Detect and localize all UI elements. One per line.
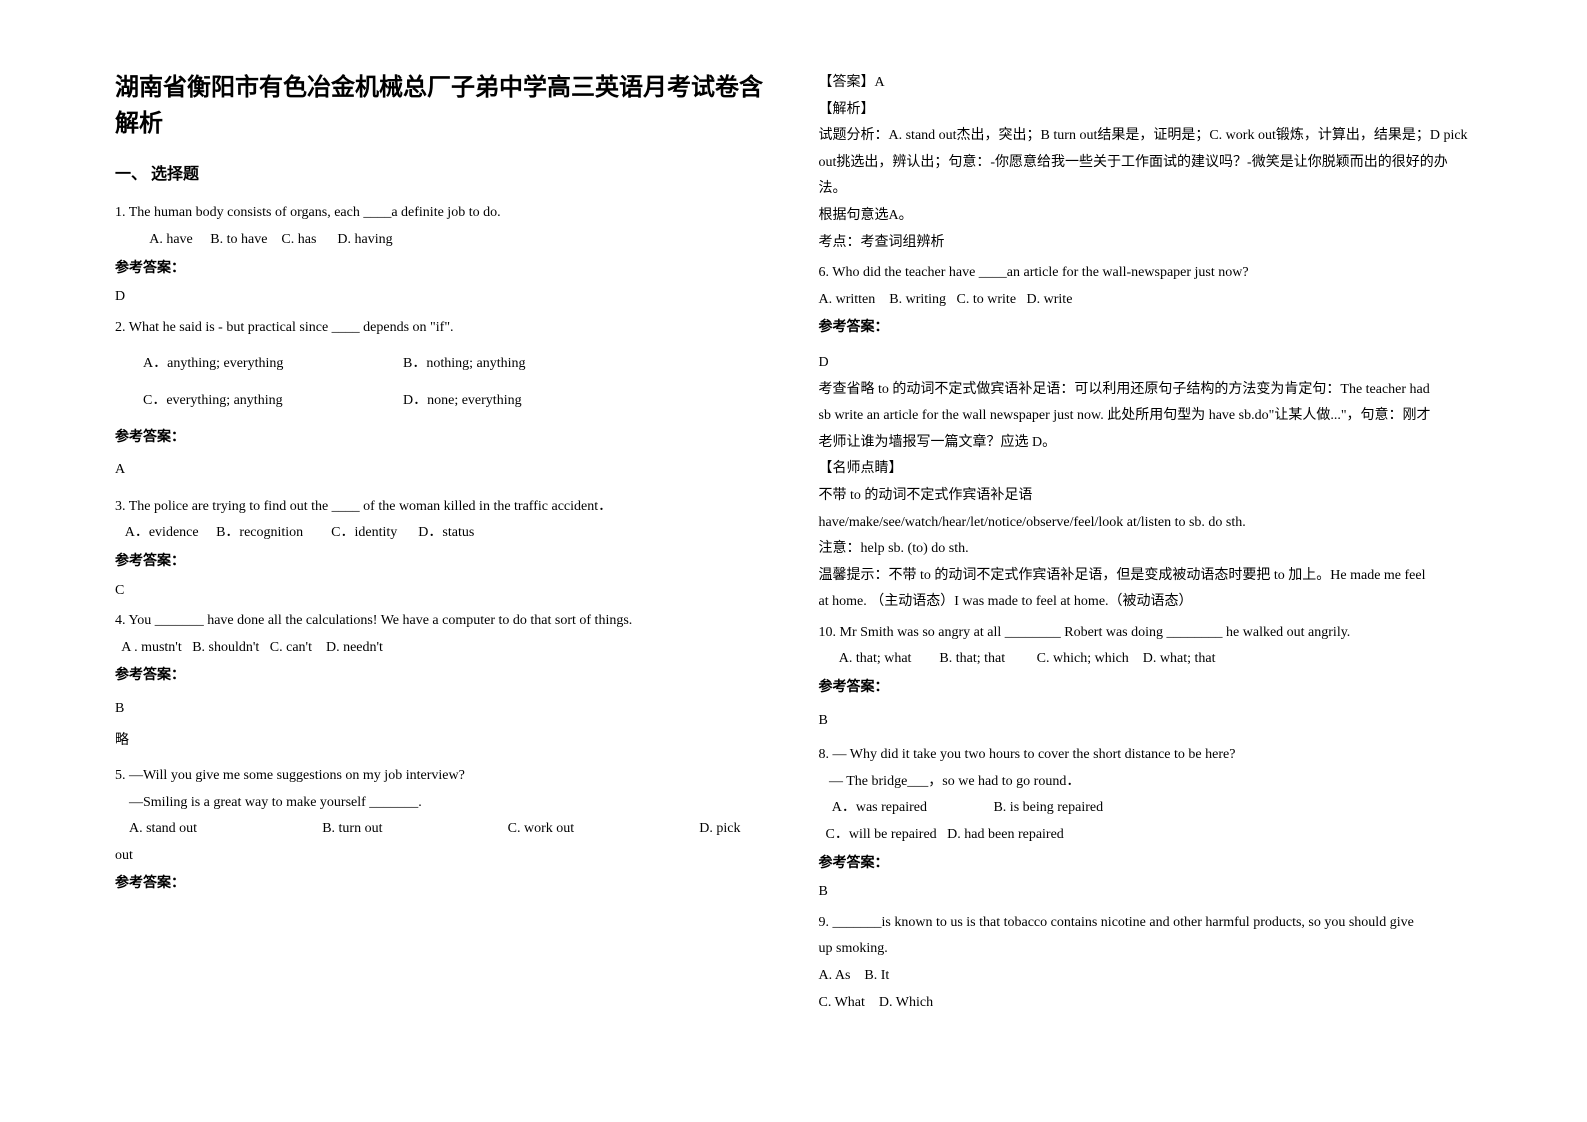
q6-tip-line: 注意：help sb. (to) do sth.	[819, 536, 1473, 563]
q5-optB: B. turn out	[322, 816, 382, 843]
q9-options2: C. What D. Which	[819, 990, 1473, 1017]
q9-options1: A. As B. It	[819, 963, 1473, 990]
q10-stem: 10. Mr Smith was so angry at all _______…	[819, 620, 1473, 647]
q6-options: A. written B. writing C. to write D. wri…	[819, 287, 1473, 314]
q6-tip-line: 不带 to 的动词不定式作宾语补足语	[819, 483, 1473, 510]
q1-options: A. have B. to have C. has D. having	[115, 227, 769, 254]
q8-options2: C．will be repaired D. had been repaired	[819, 822, 1473, 849]
exam-title: 湖南省衡阳市有色冶金机械总厂子弟中学高三英语月考试卷含解析	[115, 70, 769, 142]
q4-note: 略	[115, 728, 769, 755]
q8-stem2: — The bridge___，so we had to go round．	[819, 769, 1473, 796]
right-column: 【答案】A 【解析】 试题分析：A. stand out杰出，突出；B turn…	[794, 70, 1498, 1092]
q6-tip-line: 温馨提示：不带 to 的动词不定式作宾语补足语，但是变成被动语态时要把 to 加…	[819, 563, 1473, 590]
answer-label: 参考答案：	[819, 851, 1473, 878]
q2-optC: C．everything; anything	[143, 388, 363, 415]
q4-answer: B	[115, 696, 769, 723]
answer-label: 参考答案：	[819, 675, 1473, 702]
q2-optA: A．anything; everything	[143, 351, 363, 378]
q2-options-row2: C．everything; anything D．none; everythin…	[115, 388, 769, 415]
q6-expl-line: 考查省略 to 的动词不定式做宾语补足语：可以利用还原句子结构的方法变为肯定句：…	[819, 377, 1473, 404]
q2-optB: B．nothing; anything	[403, 351, 526, 378]
answer-label: 参考答案：	[115, 425, 769, 452]
q6-tip-line: have/make/see/watch/hear/let/notice/obse…	[819, 510, 1473, 537]
q6-answer: D	[819, 350, 1473, 377]
q3-options: A．evidence B．recognition C．identity D．st…	[115, 520, 769, 547]
q2-options-row1: A．anything; everything B．nothing; anythi…	[115, 351, 769, 378]
q8-options1: A．was repaired B. is being repaired	[819, 795, 1473, 822]
q5-expl-line: 考点：考查词组辨析	[819, 230, 1473, 257]
q10-answer: B	[819, 708, 1473, 735]
q1-answer: D	[115, 284, 769, 311]
q6-expl-line: 老师让谁为墙报写一篇文章？应选 D。	[819, 430, 1473, 457]
q8-stem1: 8. — Why did it take you two hours to co…	[819, 742, 1473, 769]
q4-stem: 4. You _______ have done all the calcula…	[115, 608, 769, 635]
q2-answer: A	[115, 457, 769, 484]
q2-optD: D．none; everything	[403, 388, 522, 415]
answer-label: 参考答案：	[115, 256, 769, 283]
q3-answer: C	[115, 578, 769, 605]
q5-expl-line: out挑选出，辨认出；句意：-你愿意给我一些关于工作面试的建议吗？-微笑是让你脱…	[819, 150, 1473, 203]
q5-options: A. stand out B. turn out C. work out D. …	[115, 816, 769, 843]
q5-expl-line: 试题分析：A. stand out杰出，突出；B turn out结果是，证明是…	[819, 123, 1473, 150]
q6-tip-line: at home. （主动语态）I was made to feel at hom…	[819, 589, 1473, 616]
q6-stem: 6. Who did the teacher have ____an artic…	[819, 260, 1473, 287]
answer-label: 参考答案：	[115, 549, 769, 576]
answer-label: 参考答案：	[115, 663, 769, 690]
q9-stem2: up smoking.	[819, 936, 1473, 963]
q2-stem: 2. What he said is - but practical since…	[115, 315, 769, 342]
q6-tip-header: 【名师点睛】	[819, 456, 1473, 483]
q10-options: A. that; what B. that; that C. which; wh…	[819, 646, 1473, 673]
q5-stem1: 5. —Will you give me some suggestions on…	[115, 763, 769, 790]
q5-optC: C. work out	[508, 816, 575, 843]
answer-label: 参考答案：	[115, 871, 769, 898]
q6-expl-line: sb write an article for the wall newspap…	[819, 403, 1473, 430]
answer-label: 参考答案：	[819, 315, 1473, 342]
q5-stem2: —Smiling is a great way to make yourself…	[115, 790, 769, 817]
q5-expl-line: 根据句意选A。	[819, 203, 1473, 230]
q5-ans-bracket: 【答案】A	[819, 70, 1473, 97]
q8-answer: B	[819, 879, 1473, 906]
q3-stem: 3. The police are trying to find out the…	[115, 494, 769, 521]
q4-options: A . mustn't B. shouldn't C. can't D. nee…	[115, 635, 769, 662]
q5-expl-bracket: 【解析】	[819, 97, 1473, 124]
q9-stem1: 9. _______is known to us is that tobacco…	[819, 910, 1473, 937]
left-column: 湖南省衡阳市有色冶金机械总厂子弟中学高三英语月考试卷含解析 一、 选择题 1. …	[90, 70, 794, 1092]
section-header: 一、 选择题	[115, 160, 769, 190]
q1-stem: 1. The human body consists of organs, ea…	[115, 200, 769, 227]
q5-optA: A. stand out	[129, 816, 197, 843]
q5-optD: D. pick	[699, 816, 740, 843]
q5-cont: out	[115, 843, 769, 870]
